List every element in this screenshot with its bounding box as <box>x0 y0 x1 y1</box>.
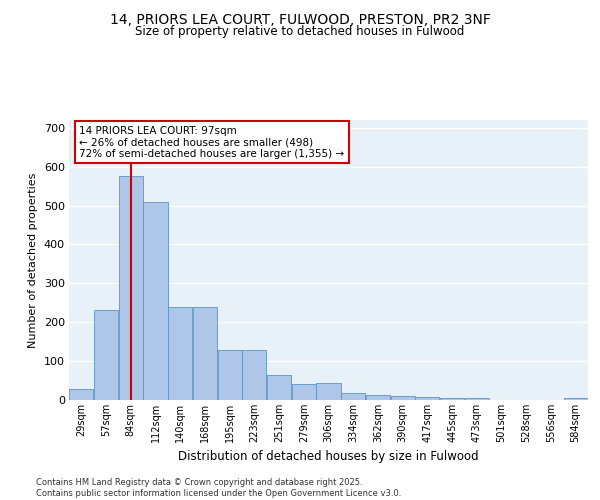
Bar <box>143 202 167 400</box>
Bar <box>341 393 365 400</box>
Bar <box>267 374 291 400</box>
Text: Contains HM Land Registry data © Crown copyright and database right 2025.
Contai: Contains HM Land Registry data © Crown c… <box>36 478 401 498</box>
Bar <box>415 397 439 400</box>
Bar <box>292 384 316 400</box>
Bar <box>440 398 464 400</box>
Bar <box>316 382 341 400</box>
Bar <box>69 389 94 400</box>
Bar <box>193 306 217 400</box>
Bar <box>168 306 193 400</box>
Text: Size of property relative to detached houses in Fulwood: Size of property relative to detached ho… <box>136 25 464 38</box>
Bar <box>242 350 266 400</box>
Bar <box>464 398 489 400</box>
Bar <box>94 310 118 400</box>
Bar <box>391 396 415 400</box>
X-axis label: Distribution of detached houses by size in Fulwood: Distribution of detached houses by size … <box>178 450 479 464</box>
Y-axis label: Number of detached properties: Number of detached properties <box>28 172 38 348</box>
Bar <box>563 398 588 400</box>
Text: 14, PRIORS LEA COURT, FULWOOD, PRESTON, PR2 3NF: 14, PRIORS LEA COURT, FULWOOD, PRESTON, … <box>110 12 490 26</box>
Bar <box>218 350 242 400</box>
Text: 14 PRIORS LEA COURT: 97sqm
← 26% of detached houses are smaller (498)
72% of sem: 14 PRIORS LEA COURT: 97sqm ← 26% of deta… <box>79 126 344 159</box>
Bar <box>366 396 390 400</box>
Bar <box>119 176 143 400</box>
